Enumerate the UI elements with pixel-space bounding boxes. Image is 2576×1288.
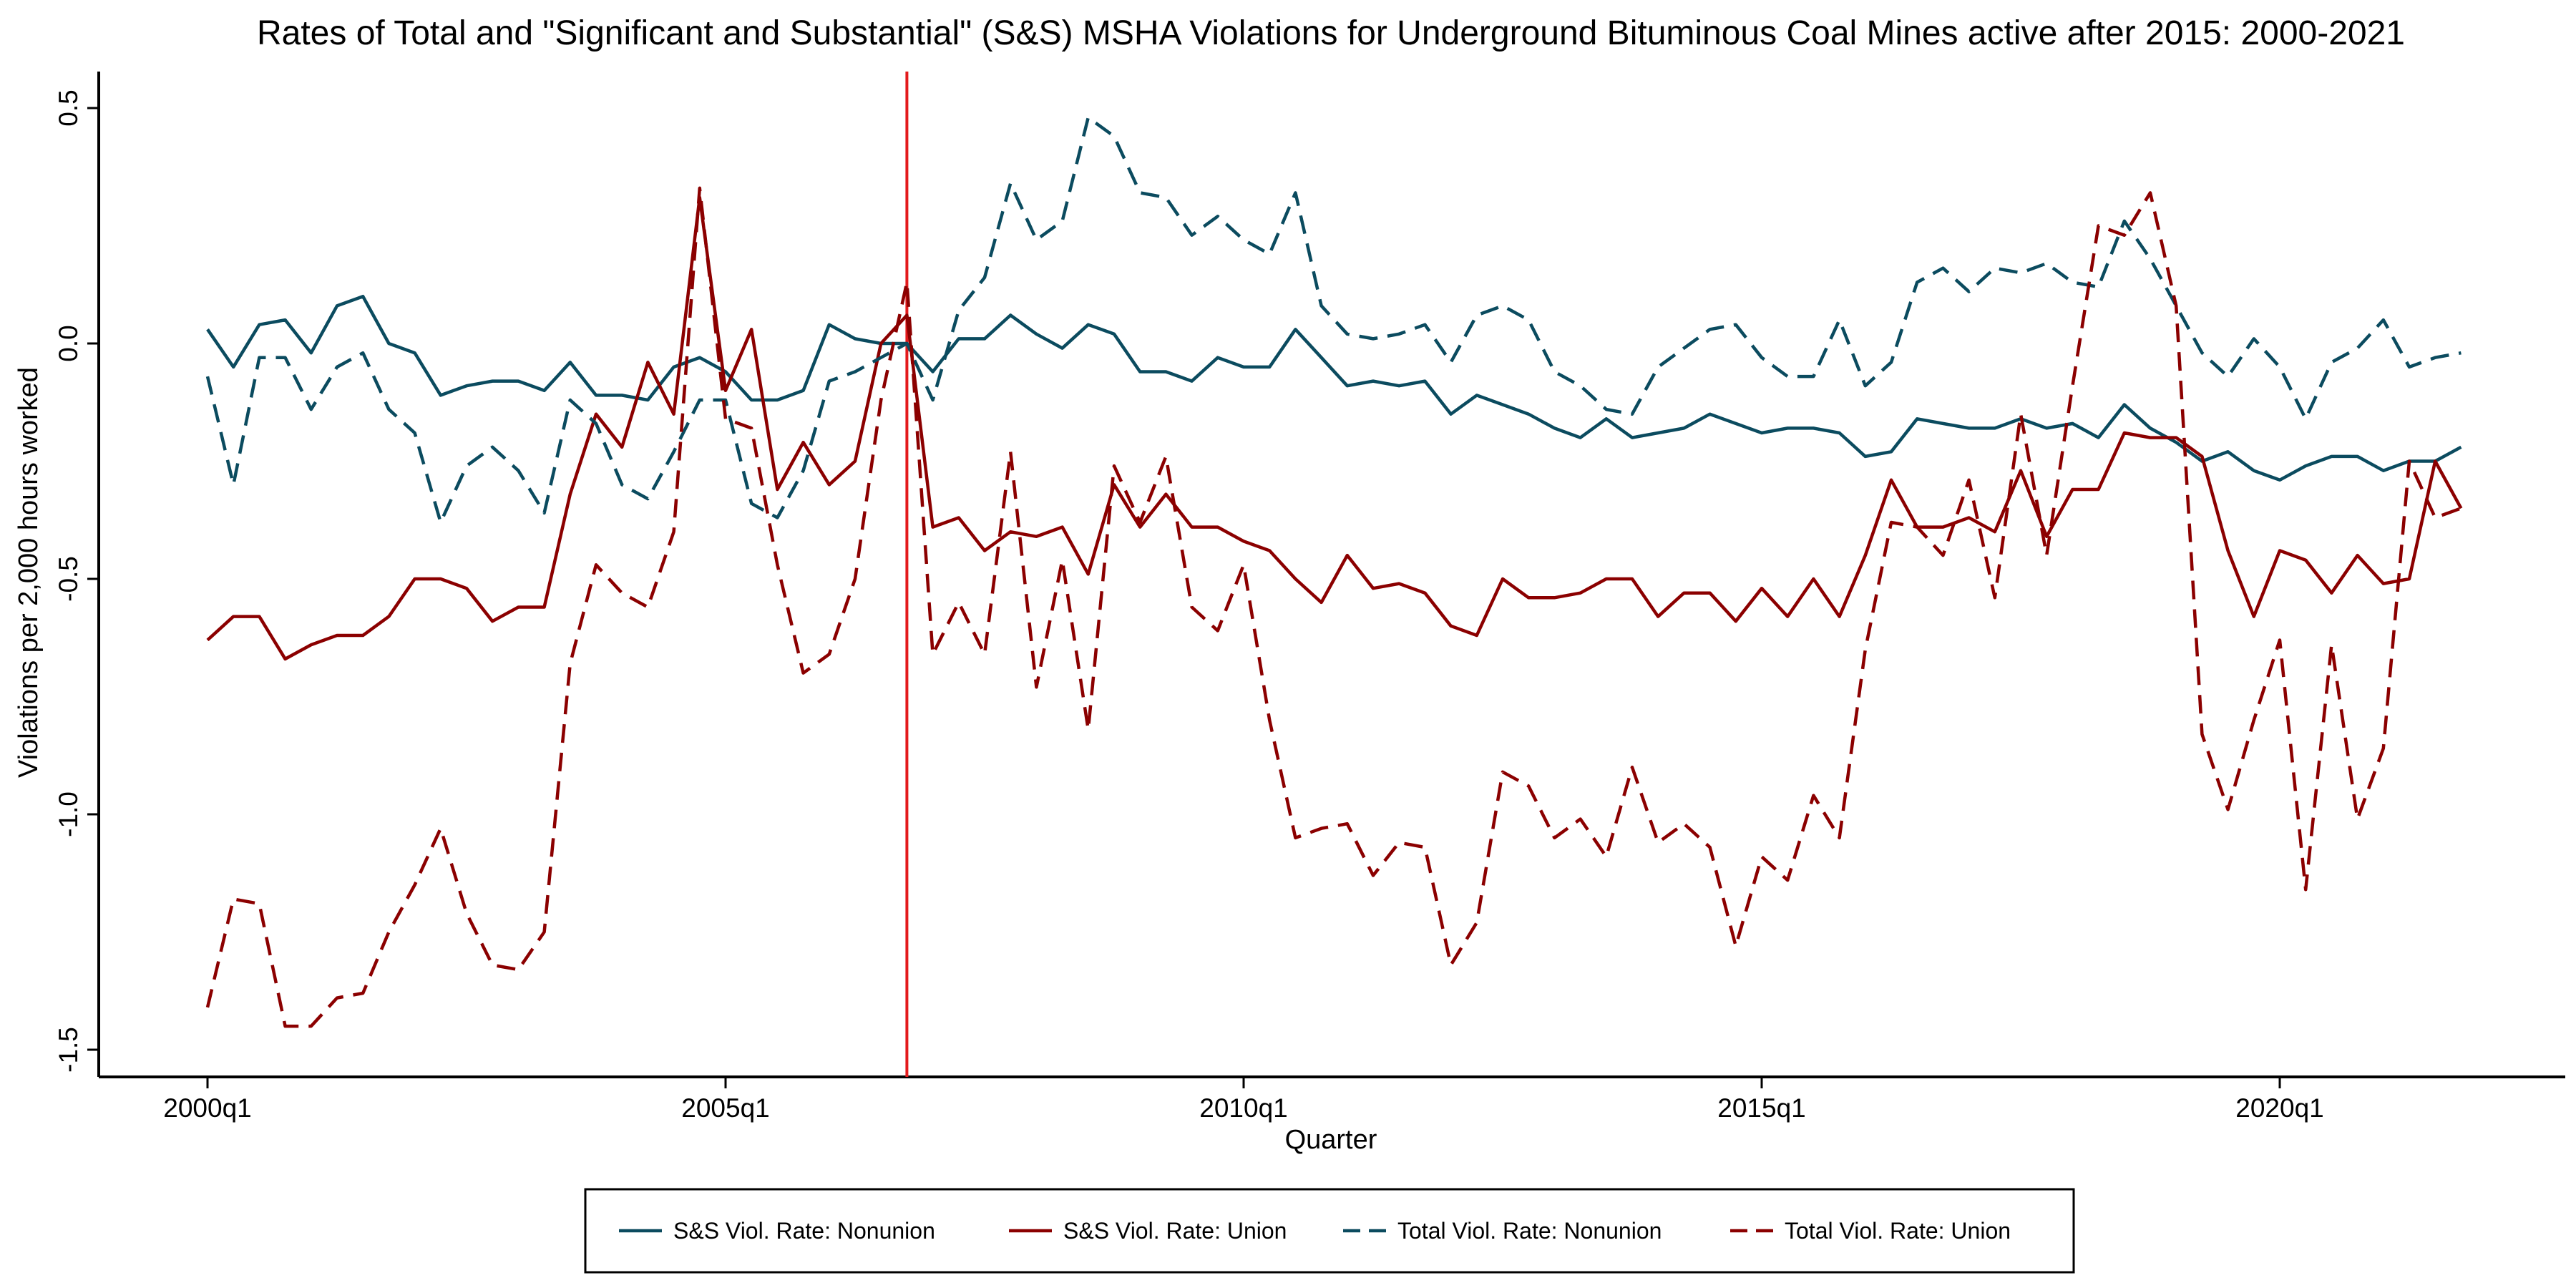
y-ticks: 0.5 0.0 -0.5 -1.0 -1.5	[54, 89, 99, 1073]
x-tick-label: 2010q1	[1199, 1093, 1287, 1123]
legend-box	[584, 1188, 2075, 1274]
series-line-4	[205, 186, 2462, 1028]
y-tick-label: -0.5	[54, 556, 83, 602]
x-ticks: 2000q1 2005q1 2010q1 2015q1 2020q1	[163, 1077, 2324, 1123]
legend-items: S&S Viol. Rate: Nonunion S&S Viol. Rate: …	[619, 1218, 2011, 1244]
series-line-2	[206, 195, 2463, 661]
x-tick-label: 2015q1	[1717, 1093, 1805, 1123]
x-axis-label: Quarter	[1285, 1125, 1377, 1155]
y-tick-label: 0.0	[54, 325, 83, 361]
y-tick-label: 0.5	[54, 89, 83, 126]
axes	[97, 72, 2565, 1078]
x-tick-label: 2000q1	[163, 1093, 251, 1123]
y-axis-label: Violations per 2,000 hours worked	[14, 367, 44, 778]
legend-label: S&S Viol. Rate: Union	[1063, 1218, 1287, 1244]
series-line-1	[206, 294, 2462, 482]
legend-label: Total Viol. Rate: Nonunion	[1397, 1218, 1662, 1244]
series-lines	[205, 115, 2463, 1028]
series-line-3	[205, 115, 2462, 525]
x-tick-label: 2005q1	[681, 1093, 769, 1123]
y-tick-label: -1.5	[54, 1027, 83, 1073]
x-tick-label: 2020q1	[2235, 1093, 2323, 1123]
legend-label: S&S Viol. Rate: Nonunion	[673, 1218, 935, 1244]
legend: S&S Viol. Rate: Nonunion S&S Viol. Rate: …	[584, 1188, 2075, 1274]
chart-title: Rates of Total and "Significant and Subs…	[257, 14, 2405, 52]
legend-label: Total Viol. Rate: Union	[1785, 1218, 2011, 1244]
y-tick-label: -1.0	[54, 791, 83, 837]
